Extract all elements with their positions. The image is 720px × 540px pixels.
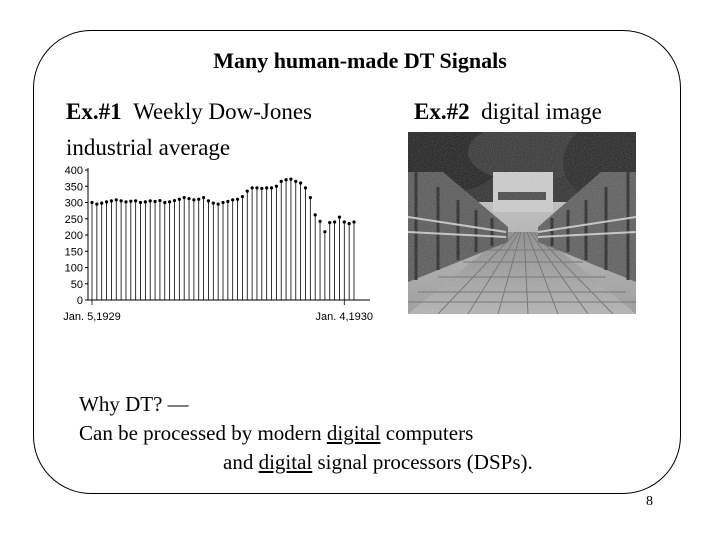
why-line-3-post: signal processors (DSPs). [312, 450, 533, 474]
why-dt-text: Why DT? — Can be processed by modern dig… [79, 390, 533, 477]
y-tick-label: 400 [65, 165, 83, 177]
stem-point [143, 200, 147, 204]
stem-point [255, 186, 259, 190]
stem-point [197, 197, 201, 201]
example-1-text-line1: Weekly Dow-Jones [133, 99, 313, 124]
page-number: 8 [646, 494, 653, 509]
stem-point [245, 189, 249, 193]
stem-point [124, 200, 128, 204]
stem-point [134, 199, 138, 203]
stem-point [265, 186, 269, 190]
stem-point [100, 201, 104, 205]
stem-point [308, 196, 312, 200]
example-2-text: digital image [481, 99, 602, 124]
why-line-2: Can be processed by modern digital compu… [79, 419, 533, 448]
stem-point [172, 198, 177, 203]
stem-point [206, 199, 211, 203]
stem-point [201, 196, 206, 200]
stem-point [260, 186, 264, 191]
example-1-number: Ex.#1 [66, 99, 122, 124]
stem-point [240, 195, 245, 199]
stem-point [289, 177, 293, 181]
y-tick-label: 350 [65, 181, 83, 193]
example-2-number: Ex.#2 [414, 99, 470, 124]
y-tick-label: 100 [65, 263, 83, 275]
stem-point [192, 198, 196, 202]
stem-point [226, 199, 230, 204]
stem-point [313, 213, 317, 217]
slide-title: Many human-made DT Signals [213, 48, 507, 73]
stem-point [274, 184, 278, 188]
y-tick-label: 200 [65, 230, 83, 242]
why-line-2-underlined: digital [326, 421, 381, 445]
stem-point [337, 215, 342, 219]
stem-point [153, 199, 157, 204]
stem-point [269, 186, 274, 190]
digital-image-bridge [408, 132, 636, 314]
why-line-3-underlined: digital [258, 450, 313, 474]
stem-point [299, 181, 303, 185]
y-tick-label: 0 [77, 295, 83, 307]
stem-point [158, 198, 162, 203]
stem-point [187, 197, 191, 201]
example-2-caption: Ex.#2 digital image [414, 94, 602, 130]
stem-point [109, 199, 114, 203]
stem-point [182, 196, 186, 200]
stem-point [211, 201, 215, 205]
why-line-3-pre: and [223, 450, 259, 474]
stem-point [163, 200, 167, 205]
stem-point [148, 199, 152, 203]
y-tick-label: 50 [71, 279, 83, 291]
stem-point [347, 222, 351, 226]
stem-point [303, 186, 308, 190]
stem-point [318, 219, 322, 223]
stem-point [216, 202, 220, 206]
stem-point [294, 179, 298, 183]
stem-point [235, 197, 240, 201]
slide-frame [33, 30, 681, 494]
why-line-3: and digital signal processors (DSPs). [79, 448, 533, 477]
x-tick-label: Jan. 4,1930 [316, 311, 374, 323]
stem-point [177, 197, 181, 201]
y-tick-label: 300 [65, 198, 83, 210]
stem-point [129, 199, 133, 203]
stem-point [328, 221, 332, 225]
why-line-1: Why DT? — [79, 392, 189, 416]
stem-point [250, 186, 254, 190]
stem-point [168, 200, 172, 204]
stem-point [90, 200, 94, 205]
stem-point [284, 178, 288, 182]
stem-point [119, 199, 123, 203]
example-1-text-line2: industrial average [66, 135, 231, 160]
stem-point [352, 220, 356, 224]
stem-point [332, 220, 337, 224]
stem-point [95, 202, 99, 206]
x-tick-label: Jan. 5,1929 [63, 311, 121, 323]
why-line-2-pre: Can be processed by modern [79, 421, 327, 445]
stem-point [342, 220, 346, 224]
stem-point [221, 200, 225, 205]
stem-point [231, 198, 235, 202]
why-line-2-post: computers [380, 421, 474, 445]
stem-point [104, 200, 109, 204]
example-1-caption: Ex.#1 Weekly Dow-Jones industrial averag… [66, 94, 312, 166]
y-tick-label: 250 [65, 214, 83, 226]
stem-point [138, 200, 143, 205]
y-tick-label: 150 [65, 246, 83, 258]
stem-point [279, 179, 283, 183]
stem-point [114, 198, 118, 202]
dow-jones-stem-chart: 0 50 100 150 200 250 300 350 400 Jan. 5,1929 Jan. … [63, 165, 374, 323]
stem-point [323, 230, 327, 234]
